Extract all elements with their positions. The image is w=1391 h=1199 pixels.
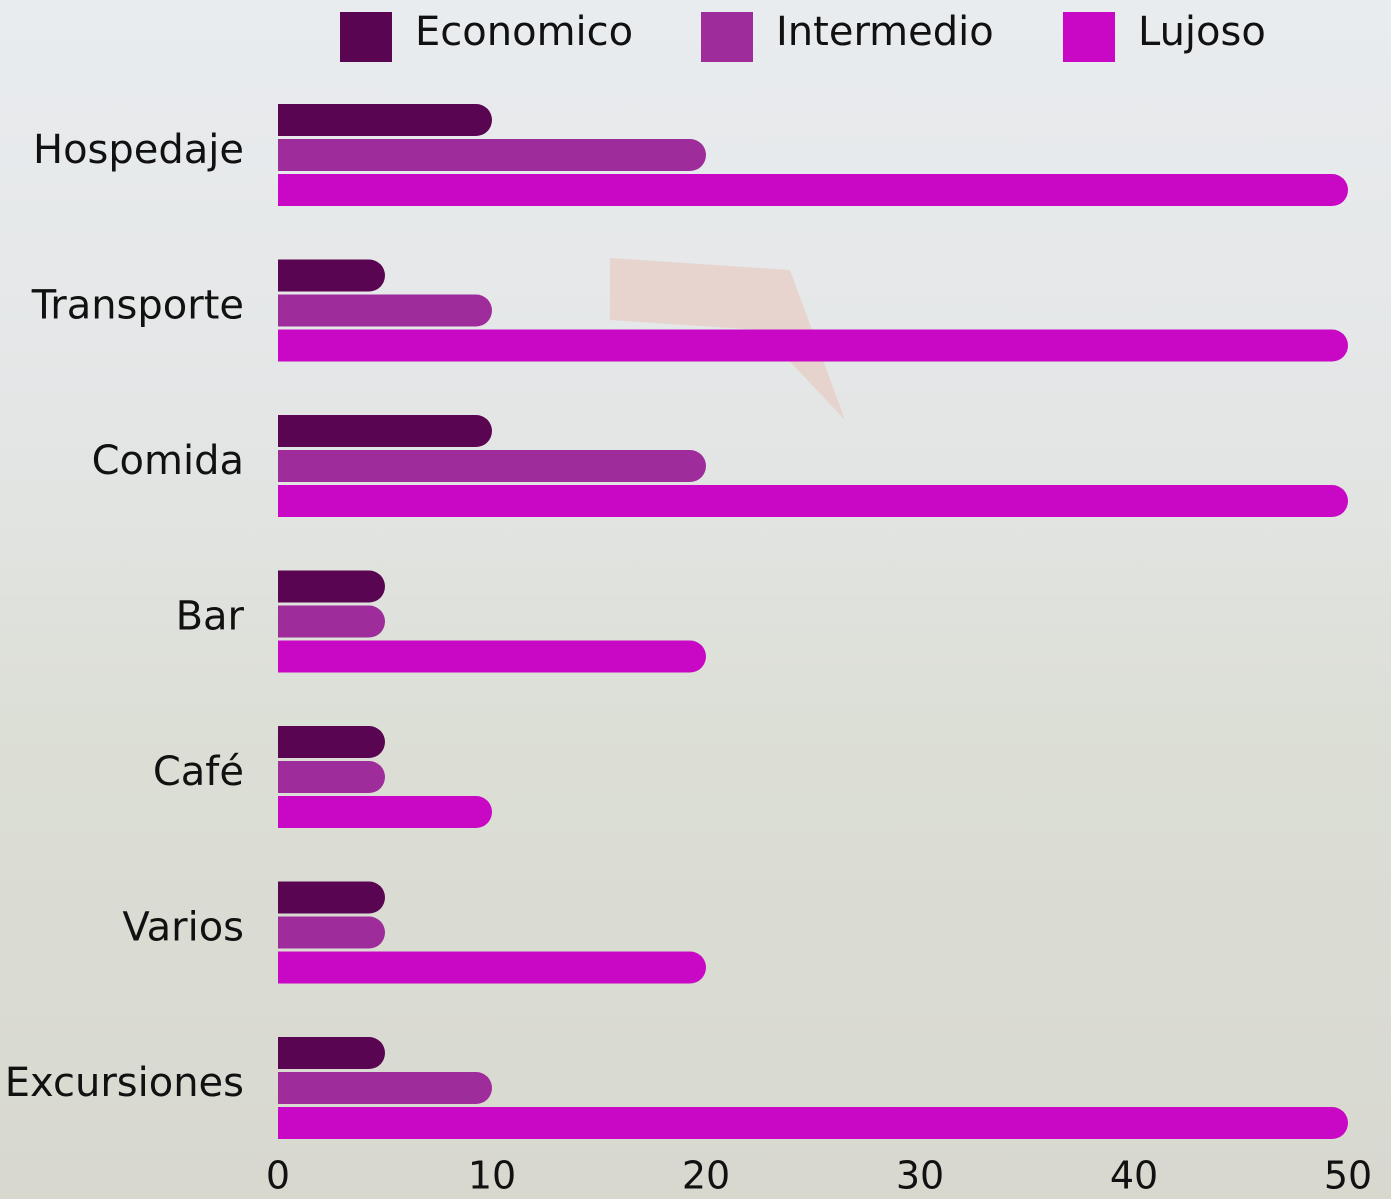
y-tick-label: Hospedaje xyxy=(33,127,244,173)
x-tick-label: 50 xyxy=(1324,1154,1372,1198)
bar xyxy=(278,882,385,914)
y-tick-label: Varios xyxy=(122,905,244,951)
bar xyxy=(278,952,706,984)
bar xyxy=(278,761,385,793)
x-tick-label: 20 xyxy=(682,1154,730,1198)
bar xyxy=(278,295,492,327)
y-tick-label: Café xyxy=(153,749,244,795)
bar xyxy=(278,726,385,758)
legend-label: Lujoso xyxy=(1138,9,1266,55)
bar xyxy=(278,1107,1348,1139)
bar xyxy=(278,917,385,949)
bar xyxy=(278,450,706,482)
bar xyxy=(278,641,706,673)
chart: Economico Intermedio Lujoso 0 10 20 30 40 50 Hosp… xyxy=(0,0,1391,1199)
bar xyxy=(278,571,385,603)
bar xyxy=(278,796,492,828)
bar xyxy=(278,260,385,292)
legend-swatch xyxy=(701,12,753,62)
bar xyxy=(278,1037,385,1069)
x-tick-label: 10 xyxy=(468,1154,516,1198)
bar xyxy=(278,606,385,638)
y-tick-label: Excursiones xyxy=(5,1060,244,1106)
legend-swatch xyxy=(340,12,392,62)
bar xyxy=(278,139,706,171)
bar xyxy=(278,485,1348,517)
legend-label: Economico xyxy=(415,9,633,55)
bar xyxy=(278,104,492,136)
bar xyxy=(278,1072,492,1104)
bar xyxy=(278,330,1348,362)
y-tick-label: Transporte xyxy=(31,283,244,329)
x-tick-label: 40 xyxy=(1110,1154,1158,1198)
y-tick-label: Bar xyxy=(176,594,245,640)
bar xyxy=(278,415,492,447)
bar xyxy=(278,174,1348,206)
x-tick-label: 30 xyxy=(896,1154,944,1198)
x-tick-label: 0 xyxy=(266,1154,290,1198)
legend-label: Intermedio xyxy=(776,9,994,55)
legend-swatch xyxy=(1063,12,1115,62)
y-tick-label: Comida xyxy=(92,438,244,484)
